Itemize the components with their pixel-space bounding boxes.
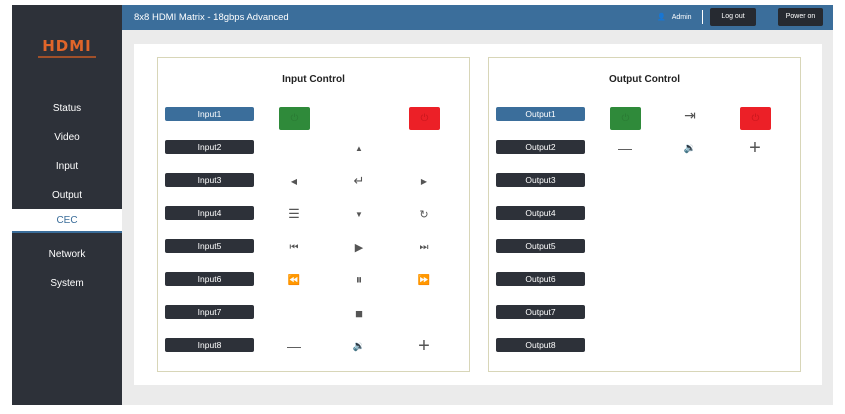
input-select-button[interactable]: Input1 [165,107,254,121]
output-select-button[interactable]: Output5 [496,239,585,253]
power-icon: ⏻ [420,113,429,124]
input-select-button[interactable]: Input4 [165,206,254,220]
output-select-button[interactable]: Output1 [496,107,585,121]
sidebar: HDMI Status Video Input Output CEC Network Sys… [12,5,122,405]
rewind-icon[interactable]: ⏪ [287,274,301,286]
output-select-button[interactable]: Output3 [496,173,585,187]
power-icon: ⏻ [621,113,630,124]
app-title: 8x8 HDMI Matrix - 18gbps Advanced [134,12,289,23]
main-content: Input Control Input1 Input2 Input3 Input4 In… [122,30,833,405]
left-arrow-icon[interactable]: ◀ [290,176,298,186]
sidebar-item-output[interactable]: Output [51,190,83,201]
power-icon: ⏻ [290,113,299,124]
power-on-button[interactable]: Power on [778,8,823,26]
sidebar-item-status[interactable]: Status [52,103,82,114]
down-arrow-icon[interactable]: ▼ [355,209,363,219]
output-select-button[interactable]: Output8 [496,338,585,352]
input-select-button[interactable]: Input2 [165,140,254,154]
previous-icon[interactable]: ⏮ [289,241,299,253]
divider [702,10,703,24]
volume-up-icon[interactable]: + [749,136,761,159]
input-select-button[interactable]: Input3 [165,173,254,187]
input-switch-icon[interactable]: ⇥ [684,106,696,123]
menu-icon[interactable]: ☰ [288,206,300,221]
fast-forward-icon[interactable]: ⏩ [417,274,431,286]
output-select-button[interactable]: Output7 [496,305,585,319]
volume-up-icon[interactable]: + [418,334,430,357]
panel-title: Output Control [608,74,681,85]
power-icon: ⏻ [751,113,760,124]
volume-down-icon[interactable]: — [618,140,632,156]
input-select-button[interactable]: Input8 [165,338,254,352]
sidebar-item-input[interactable]: Input [55,161,79,172]
pause-icon[interactable]: ⏸ [355,272,363,287]
play-icon[interactable]: ▶ [354,241,364,254]
input-select-button[interactable]: Input5 [165,239,254,253]
logout-button[interactable]: Log out [710,8,756,26]
power-off-button[interactable]: ⏻ [740,107,771,130]
user-icon: 👤 [657,14,666,21]
next-icon[interactable]: ⏭ [419,241,429,253]
input-control-panel: Input Control Input1 Input2 Input3 Input4 In… [157,57,470,372]
power-off-button[interactable]: ⏻ [409,107,440,130]
username: Admin [671,13,692,21]
output-control-panel: Output Control Output1 Output2 Output3 Outp… [488,57,801,372]
output-select-button[interactable]: Output4 [496,206,585,220]
right-arrow-icon[interactable]: ▶ [420,176,428,186]
stop-icon[interactable]: ■ [355,305,363,321]
sidebar-item-system[interactable]: System [50,278,84,289]
input-select-button[interactable]: Input7 [165,305,254,319]
output-select-button[interactable]: Output2 [496,140,585,154]
sidebar-item-video[interactable]: Video [54,132,80,143]
power-on-button[interactable]: ⏻ [610,107,641,130]
user-info: 👤 Admin [657,13,692,22]
cec-card: Input Control Input1 Input2 Input3 Input4 In… [134,44,822,385]
power-on-button[interactable]: ⏻ [279,107,310,130]
output-select-button[interactable]: Output6 [496,272,585,286]
volume-down-icon[interactable]: — [287,338,301,354]
panel-title: Input Control [282,74,345,85]
mute-icon[interactable]: 🔉 [683,142,697,154]
up-arrow-icon[interactable]: ▲ [355,143,363,153]
sidebar-item-network[interactable]: Network [48,249,86,260]
enter-icon[interactable]: ↵ [353,173,365,188]
sidebar-item-cec[interactable]: CEC [12,209,122,233]
input-select-button[interactable]: Input6 [165,272,254,286]
hdmi-logo: HDMI [32,37,102,58]
top-bar: 8x8 HDMI Matrix - 18gbps Advanced 👤 Admin… [122,5,833,30]
return-icon[interactable]: ↻ [419,208,429,221]
mute-icon[interactable]: 🔉 [352,340,366,352]
